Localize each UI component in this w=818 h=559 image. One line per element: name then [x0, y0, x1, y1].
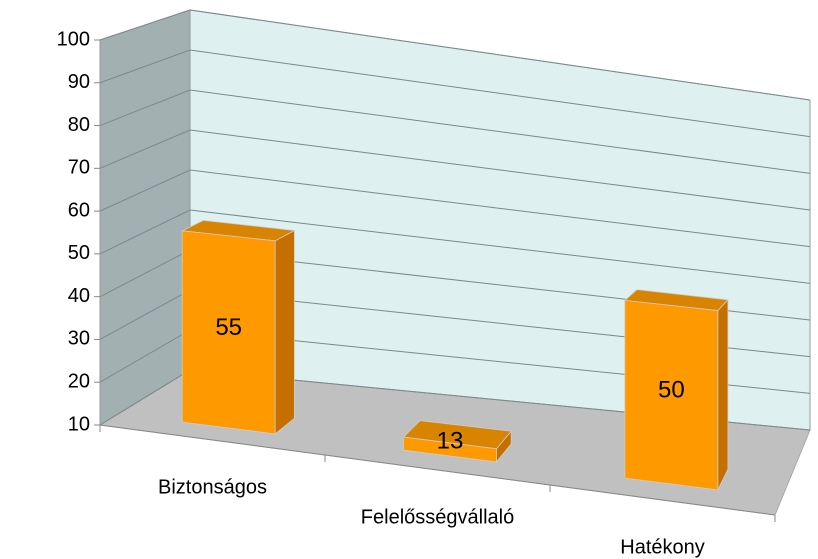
y-tick-label: 70	[68, 157, 90, 179]
value-label: 55	[215, 314, 242, 341]
y-tick-label: 20	[68, 371, 90, 393]
side-wall	[99, 9, 191, 426]
y-tick-label: 30	[68, 328, 90, 350]
value-label: 50	[658, 377, 685, 404]
y-tick-label: 90	[68, 71, 90, 93]
y-tick-label: 50	[68, 242, 90, 264]
y-tick-label: 100	[57, 28, 90, 50]
x-tick-label: Biztonságos	[158, 476, 267, 498]
x-axis	[99, 424, 776, 516]
grid-line	[99, 49, 811, 138]
grid-line	[99, 9, 811, 101]
x-tick-label: Felelősségvállaló	[361, 506, 514, 528]
value-label: 13	[437, 427, 464, 454]
grid-line	[99, 129, 811, 211]
bar	[181, 230, 276, 435]
grid-line	[99, 169, 811, 248]
y-tick-label: 60	[68, 199, 90, 221]
x-tick-label: Hatékony	[620, 536, 705, 558]
y-tick-label: 40	[68, 285, 90, 307]
bar	[403, 436, 497, 463]
grid-line	[99, 89, 811, 174]
bar-side	[274, 229, 295, 435]
grid-line	[99, 209, 811, 284]
y-tick-label: 80	[68, 114, 90, 136]
bar-side	[717, 298, 729, 491]
y-tick-label: 10	[68, 413, 90, 435]
bar	[624, 299, 719, 491]
